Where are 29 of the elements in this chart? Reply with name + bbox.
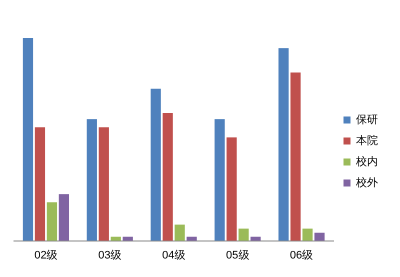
legend-label: 本院 xyxy=(356,134,378,148)
bar xyxy=(22,38,34,241)
bar xyxy=(186,236,197,241)
legend-label: 保研 xyxy=(356,114,378,126)
bar xyxy=(214,119,225,241)
bar xyxy=(122,236,133,241)
bar xyxy=(250,236,261,241)
bar xyxy=(58,194,70,241)
x-tick-label: 05级 xyxy=(226,249,250,262)
bar xyxy=(314,232,325,241)
bar xyxy=(302,228,313,241)
bar xyxy=(150,88,161,241)
bar xyxy=(98,127,109,241)
bar xyxy=(46,202,58,241)
bar xyxy=(34,127,46,241)
bar xyxy=(110,236,121,241)
x-tick-label: 02级 xyxy=(34,249,58,262)
bar xyxy=(238,228,249,241)
bar xyxy=(162,113,173,241)
x-tick-label: 03级 xyxy=(98,249,122,262)
bar xyxy=(226,137,237,241)
x-tick-label: 04级 xyxy=(162,249,186,262)
bar xyxy=(278,48,289,241)
bar xyxy=(86,119,97,241)
x-tick-label: 06级 xyxy=(290,249,314,262)
bar xyxy=(290,72,301,241)
legend-label: 校外 xyxy=(355,176,378,190)
legend-label: 校内 xyxy=(355,155,378,168)
bar xyxy=(174,224,185,241)
